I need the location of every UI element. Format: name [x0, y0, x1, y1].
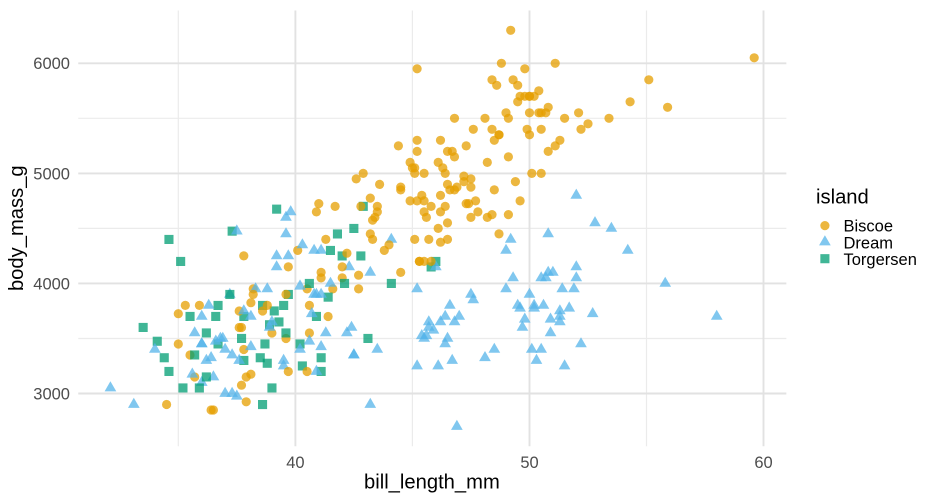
svg-text:50: 50: [520, 454, 538, 472]
svg-text:Dream: Dream: [844, 234, 894, 252]
svg-text:3000: 3000: [33, 385, 70, 403]
svg-text:island: island: [816, 187, 869, 209]
svg-text:5000: 5000: [33, 165, 70, 183]
svg-text:4000: 4000: [33, 275, 70, 293]
svg-text:Biscoe: Biscoe: [844, 218, 894, 236]
svg-text:40: 40: [286, 454, 304, 472]
svg-text:Torgersen: Torgersen: [844, 251, 917, 269]
svg-text:body_mass_g: body_mass_g: [6, 165, 28, 291]
svg-text:bill_length_mm: bill_length_mm: [364, 472, 500, 494]
svg-text:60: 60: [754, 454, 772, 472]
svg-text:6000: 6000: [33, 55, 70, 73]
